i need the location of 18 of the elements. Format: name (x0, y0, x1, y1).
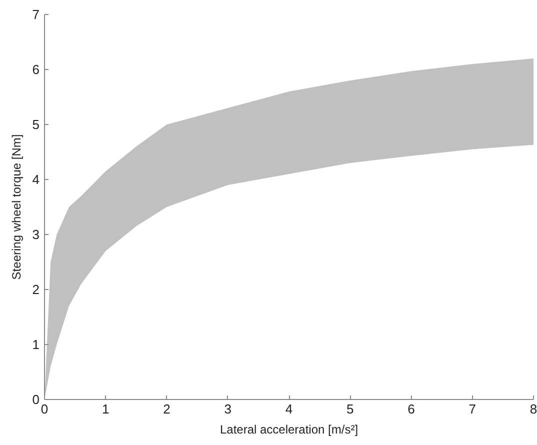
y-tick-label: 6 (32, 62, 40, 77)
y-tick-label: 0 (32, 392, 40, 407)
x-tick-label: 2 (163, 402, 170, 416)
y-tick-label: 2 (32, 282, 40, 297)
x-tick-label: 7 (468, 402, 476, 416)
x-tick-label: 6 (408, 402, 415, 416)
x-tick-label: 5 (346, 402, 354, 416)
x-tick-label: 1 (102, 402, 110, 416)
y-tick-label: 1 (32, 337, 40, 352)
y-tick-label: 5 (32, 117, 40, 132)
y-axis-title: Steering wheel torque [Nm] (9, 134, 24, 280)
x-tick-label: 8 (530, 402, 537, 416)
x-axis-title: Lateral acceleration [m/s²] (220, 422, 358, 436)
y-tick-label: 7 (32, 7, 40, 22)
x-tick-label: 4 (285, 402, 293, 416)
y-tick-label: 4 (32, 172, 40, 187)
x-tick-label: 3 (224, 402, 232, 416)
y-tick-label: 3 (32, 227, 40, 242)
